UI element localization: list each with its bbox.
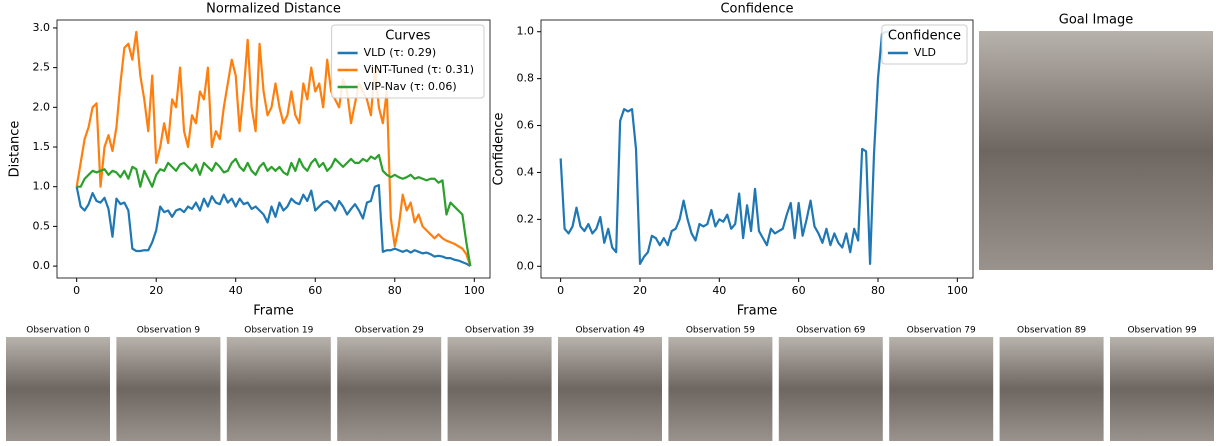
observation-title: Observation 89 bbox=[1017, 326, 1086, 336]
observation-title: Observation 0 bbox=[26, 326, 90, 336]
observation-image bbox=[337, 337, 442, 441]
observation-image bbox=[778, 337, 883, 441]
legend-title: Curves bbox=[385, 29, 430, 44]
x-axis-label: Frame bbox=[737, 304, 778, 319]
plot-frame bbox=[56, 19, 491, 279]
observation-title: Observation 49 bbox=[575, 326, 644, 336]
legend-label: ViNT-Tuned (τ: 0.31) bbox=[364, 63, 474, 76]
observation-image bbox=[116, 337, 221, 441]
y-tick-label: 1.0 bbox=[517, 25, 535, 38]
observation-image bbox=[226, 337, 331, 441]
x-tick-label: 40 bbox=[229, 284, 243, 297]
chart-title: Normalized Distance bbox=[206, 2, 341, 17]
x-tick-label: 20 bbox=[633, 284, 647, 297]
observation-title: Observation 9 bbox=[137, 326, 201, 336]
legend: Confidence VLD bbox=[881, 24, 968, 65]
y-tick-label: 0.6 bbox=[517, 119, 535, 132]
goal-image bbox=[979, 31, 1213, 270]
plot-frame bbox=[540, 19, 974, 279]
goal-image-title: Goal Image bbox=[1059, 13, 1133, 28]
y-tick-label: 0.4 bbox=[517, 165, 535, 178]
observation-title: Observation 69 bbox=[796, 326, 865, 336]
observation-title: Observation 29 bbox=[355, 326, 424, 336]
y-tick-label: 0.0 bbox=[33, 259, 51, 272]
observation-title: Observation 99 bbox=[1127, 326, 1196, 336]
x-tick-label: 40 bbox=[712, 284, 726, 297]
y-tick-label: 3.0 bbox=[33, 21, 51, 34]
observation-image bbox=[668, 337, 773, 441]
y-tick-label: 1.0 bbox=[33, 180, 51, 193]
observation-image bbox=[999, 337, 1104, 441]
y-tick-label: 0.2 bbox=[517, 212, 535, 225]
y-tick-label: 0.5 bbox=[33, 219, 51, 232]
observation-title: Observation 39 bbox=[465, 326, 534, 336]
legend-title: Confidence bbox=[888, 29, 961, 44]
x-tick-label: 60 bbox=[308, 284, 322, 297]
y-axis-label: Confidence bbox=[492, 112, 507, 185]
observation-image bbox=[1110, 337, 1214, 441]
legend-box bbox=[331, 24, 485, 99]
observation-title: Observation 19 bbox=[244, 326, 313, 336]
x-tick-label: 80 bbox=[871, 284, 885, 297]
chart-title: Confidence bbox=[720, 2, 793, 17]
y-tick-label: 2.0 bbox=[33, 100, 51, 113]
observation-title: Observation 79 bbox=[907, 326, 976, 336]
y-tick-label: 0.0 bbox=[517, 259, 535, 272]
legend-label: VLD (τ: 0.29) bbox=[364, 46, 437, 59]
y-tick-label: 0.8 bbox=[517, 72, 535, 85]
x-tick-label: 0 bbox=[557, 284, 564, 297]
line-series bbox=[75, 184, 471, 268]
y-tick-label: 1.5 bbox=[33, 140, 51, 153]
line-series bbox=[76, 153, 472, 267]
observation-image bbox=[889, 337, 994, 441]
observation-image bbox=[558, 337, 662, 441]
x-tick-label: 0 bbox=[73, 284, 80, 297]
x-tick-label: 60 bbox=[792, 284, 806, 297]
observation-title: Observation 59 bbox=[686, 326, 755, 336]
legend: Curves VLD (τ: 0.29) ViNT-Tuned (τ: 0.31) V… bbox=[331, 24, 485, 99]
legend-label: VIP-Nav (τ: 0.06) bbox=[364, 80, 457, 93]
line-series bbox=[75, 30, 472, 267]
observation-image bbox=[6, 337, 110, 441]
x-tick-label: 100 bbox=[464, 284, 485, 297]
line-series bbox=[559, 30, 890, 266]
y-tick-label: 2.5 bbox=[33, 61, 51, 74]
legend-label: VLD bbox=[914, 46, 936, 59]
x-tick-label: 80 bbox=[388, 284, 402, 297]
x-tick-label: 100 bbox=[947, 284, 968, 297]
x-axis-label: Frame bbox=[253, 304, 294, 319]
x-tick-label: 20 bbox=[149, 284, 163, 297]
y-axis-label: Distance bbox=[8, 121, 23, 178]
observation-image bbox=[447, 337, 552, 441]
